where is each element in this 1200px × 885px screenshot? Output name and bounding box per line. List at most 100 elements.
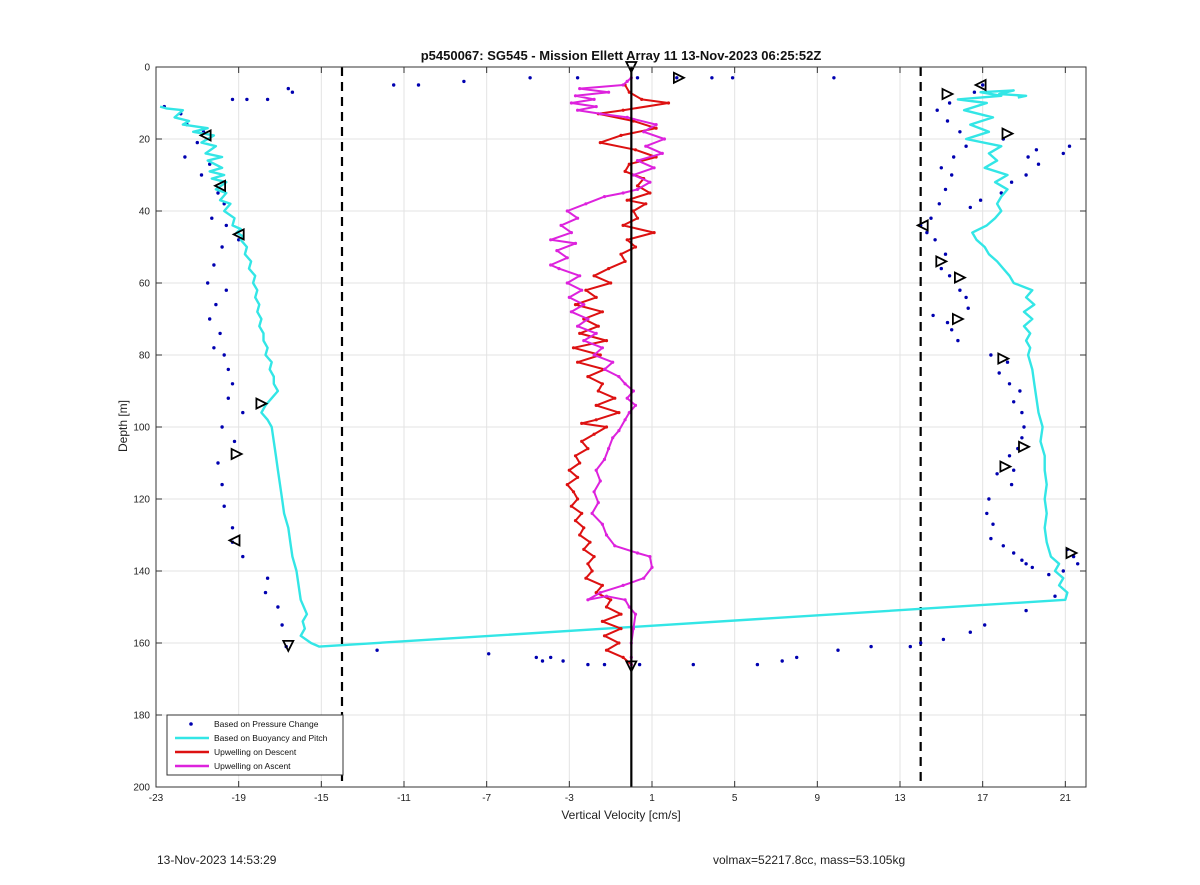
- ascent-point: [623, 418, 627, 422]
- ascent-point: [586, 598, 590, 602]
- x-tick-label: 21: [1060, 793, 1072, 804]
- x-tick-label: 5: [732, 793, 738, 804]
- pressure-point: [265, 576, 270, 580]
- descent-point: [648, 191, 652, 195]
- ascent-point: [642, 130, 646, 134]
- descent-point: [594, 295, 598, 299]
- pressure-point: [968, 205, 972, 210]
- pressure-point: [222, 353, 226, 357]
- pressure-point: [966, 306, 970, 310]
- x-tick-label: -3: [565, 793, 574, 804]
- pressure-point: [950, 173, 954, 177]
- descent-point: [607, 267, 611, 271]
- ascent-point: [578, 274, 582, 278]
- pressure-point: [635, 76, 640, 80]
- triangle-marker: [198, 128, 212, 142]
- ascent-point: [621, 583, 625, 588]
- x-tick-label: -15: [314, 793, 329, 804]
- descent-point: [623, 169, 627, 173]
- ascent-point: [625, 396, 629, 400]
- reference-lines: [340, 67, 922, 787]
- triangle-marker: [281, 640, 295, 653]
- ascent-point: [584, 202, 588, 206]
- pressure-point: [908, 644, 912, 649]
- y-tick-label: 0: [144, 63, 150, 74]
- pressure-point: [1053, 594, 1057, 598]
- pressure-point: [1076, 562, 1080, 566]
- ascent-point: [567, 295, 571, 299]
- pressure-point: [1020, 436, 1024, 440]
- triangle-marker: [952, 312, 965, 326]
- pressure-point: [224, 223, 228, 228]
- ascent-point: [652, 166, 656, 170]
- ascent-point: [565, 281, 569, 285]
- pressure-point: [795, 655, 799, 660]
- chart-legend: Based on Pressure Change Based on Buoyanc…: [166, 714, 344, 776]
- pressure-point: [675, 76, 679, 80]
- ascent-point: [644, 144, 648, 148]
- descent-point: [609, 598, 613, 602]
- y-tick-label: 180: [133, 711, 150, 722]
- x-tick-label: 9: [815, 793, 821, 804]
- pressure-point: [1012, 400, 1016, 404]
- pressure-point: [964, 144, 968, 148]
- pressure-point: [265, 97, 270, 102]
- pressure-point: [286, 86, 290, 91]
- descent-point: [586, 375, 590, 379]
- ascent-point: [596, 501, 600, 505]
- ascent-point: [594, 105, 598, 109]
- pressure-point: [1024, 173, 1028, 177]
- ascent-point: [604, 594, 609, 598]
- ascent-point: [594, 468, 598, 472]
- pressure-point: [226, 367, 230, 372]
- pressure-point: [1022, 425, 1026, 429]
- descent-point: [633, 245, 638, 249]
- tick-layer: -23 -19 -15 -11 -7 -3 1 5 9 13 17 21 0 20 40 60 80 100 120…: [133, 63, 1086, 804]
- ascent-point: [621, 191, 625, 195]
- pressure-point: [416, 83, 421, 87]
- pressure-point: [602, 662, 607, 667]
- pressure-point: [1067, 144, 1072, 148]
- pressure-point: [1005, 360, 1010, 364]
- pressure-point: [216, 191, 220, 195]
- pressure-point: [195, 140, 199, 145]
- descent-point: [596, 389, 600, 393]
- descent-point: [619, 627, 623, 631]
- descent-point: [652, 231, 656, 235]
- pressure-point: [919, 641, 923, 645]
- descent-point: [578, 461, 582, 465]
- pressure-point: [958, 288, 962, 292]
- pressure-point: [276, 605, 280, 609]
- ascent-point: [604, 533, 609, 537]
- pressure-point: [528, 76, 532, 80]
- pressure-point: [637, 662, 642, 667]
- legend-entry-label: Based on Pressure Change: [214, 719, 319, 729]
- pressure-point: [230, 526, 235, 530]
- pressure-point: [952, 155, 956, 159]
- descent-point: [635, 216, 640, 220]
- ascent-point: [582, 339, 586, 343]
- pressure-point: [1036, 162, 1041, 166]
- ascent-point: [565, 256, 569, 260]
- x-tick-label: -7: [482, 793, 491, 804]
- y-tick-label: 100: [133, 423, 150, 434]
- pressure-point: [836, 648, 840, 652]
- descent-point: [654, 126, 658, 130]
- ascent-point: [662, 137, 667, 141]
- pressure-point: [534, 655, 538, 660]
- descent-point: [598, 353, 602, 357]
- descent-point: [580, 421, 584, 425]
- ascent-point: [633, 612, 638, 616]
- x-tick-label: -19: [231, 793, 246, 804]
- ascent-point: [613, 544, 617, 548]
- triangle-marker: [941, 87, 955, 101]
- pressure-point: [183, 155, 187, 159]
- ascent-point: [592, 97, 596, 101]
- pressure-point: [997, 371, 1001, 375]
- triangle-marker: [1065, 546, 1079, 560]
- triangle-marker: [935, 254, 949, 268]
- ascent-point: [623, 598, 627, 602]
- pressure-point: [220, 425, 224, 429]
- pressure-point: [220, 482, 224, 487]
- ascent-point: [635, 159, 640, 163]
